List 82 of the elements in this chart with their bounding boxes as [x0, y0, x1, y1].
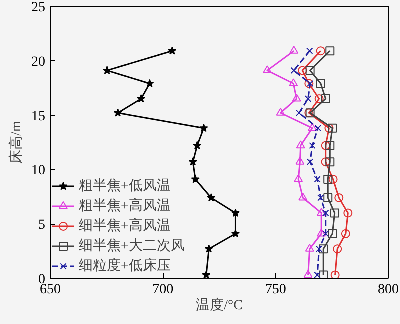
- y-tick-label: 10: [32, 164, 46, 179]
- point: [333, 244, 342, 254]
- point: [334, 193, 344, 202]
- point: [292, 94, 302, 102]
- point: [306, 66, 315, 76]
- legend-label: 细半焦+大二次风: [79, 238, 185, 255]
- point: [289, 78, 298, 87]
- point: [344, 208, 353, 218]
- point: [296, 156, 305, 165]
- point: [330, 208, 340, 218]
- point: [314, 94, 324, 104]
- y-axis-title: 床高/m: [8, 121, 24, 164]
- point: [328, 175, 338, 184]
- y-tick-label: 5: [38, 218, 46, 234]
- point: [231, 229, 240, 238]
- x-tick-label: 800: [378, 282, 399, 298]
- point: [294, 174, 304, 182]
- x-tick-label: 750: [265, 282, 286, 298]
- point: [326, 158, 335, 167]
- point: [304, 270, 313, 278]
- x-tick-label: 650: [40, 282, 61, 298]
- point: [326, 46, 335, 56]
- point: [231, 208, 240, 217]
- point: [200, 124, 208, 132]
- point: [316, 246, 323, 252]
- x-axis-title: 温度/°C: [196, 298, 243, 314]
- point: [296, 110, 303, 116]
- point: [321, 94, 330, 104]
- legend-label: 粗半焦+高风温: [79, 197, 171, 215]
- point: [324, 124, 334, 133]
- point: [305, 244, 314, 252]
- point: [304, 96, 312, 102]
- point: [314, 125, 322, 132]
- point: [324, 193, 333, 202]
- point: [316, 46, 326, 56]
- point: [204, 244, 214, 253]
- x-tick-label: 700: [152, 282, 174, 298]
- point: [317, 208, 326, 216]
- point: [321, 158, 330, 167]
- point: [308, 123, 318, 132]
- legend-label: 粗半焦+低风温: [79, 178, 171, 195]
- point: [314, 272, 321, 278]
- point: [324, 174, 333, 184]
- point: [207, 193, 216, 202]
- point: [276, 108, 286, 116]
- point: [193, 141, 202, 150]
- point: [322, 230, 330, 238]
- y-tick-label: 15: [32, 109, 46, 124]
- point: [328, 229, 338, 238]
- point: [296, 140, 306, 149]
- point: [330, 270, 340, 278]
- legend-label: 细半焦+高风温: [79, 217, 171, 235]
- point: [341, 229, 350, 238]
- point: [322, 210, 330, 217]
- point: [298, 192, 308, 201]
- point: [316, 79, 326, 88]
- point: [290, 46, 299, 54]
- point: [146, 79, 154, 88]
- point: [319, 270, 328, 278]
- point: [102, 66, 112, 74]
- point: [191, 174, 200, 184]
- point: [168, 46, 177, 55]
- y-tick-label: 20: [32, 54, 46, 70]
- point: [298, 66, 308, 76]
- point: [314, 176, 321, 183]
- point: [319, 244, 328, 254]
- point: [188, 158, 198, 166]
- point: [321, 141, 330, 150]
- point: [326, 141, 335, 150]
- point: [309, 142, 316, 150]
- point: [114, 108, 122, 117]
- point: [328, 124, 338, 133]
- point: [318, 194, 324, 202]
- point: [317, 228, 326, 237]
- point: [262, 66, 272, 74]
- legend-label: 细粒度+低床压: [79, 257, 171, 275]
- point: [202, 270, 211, 278]
- point: [306, 158, 314, 166]
- point: [137, 94, 146, 103]
- point: [290, 67, 298, 74]
- point: [306, 48, 314, 54]
- y-tick-label: 25: [32, 0, 46, 16]
